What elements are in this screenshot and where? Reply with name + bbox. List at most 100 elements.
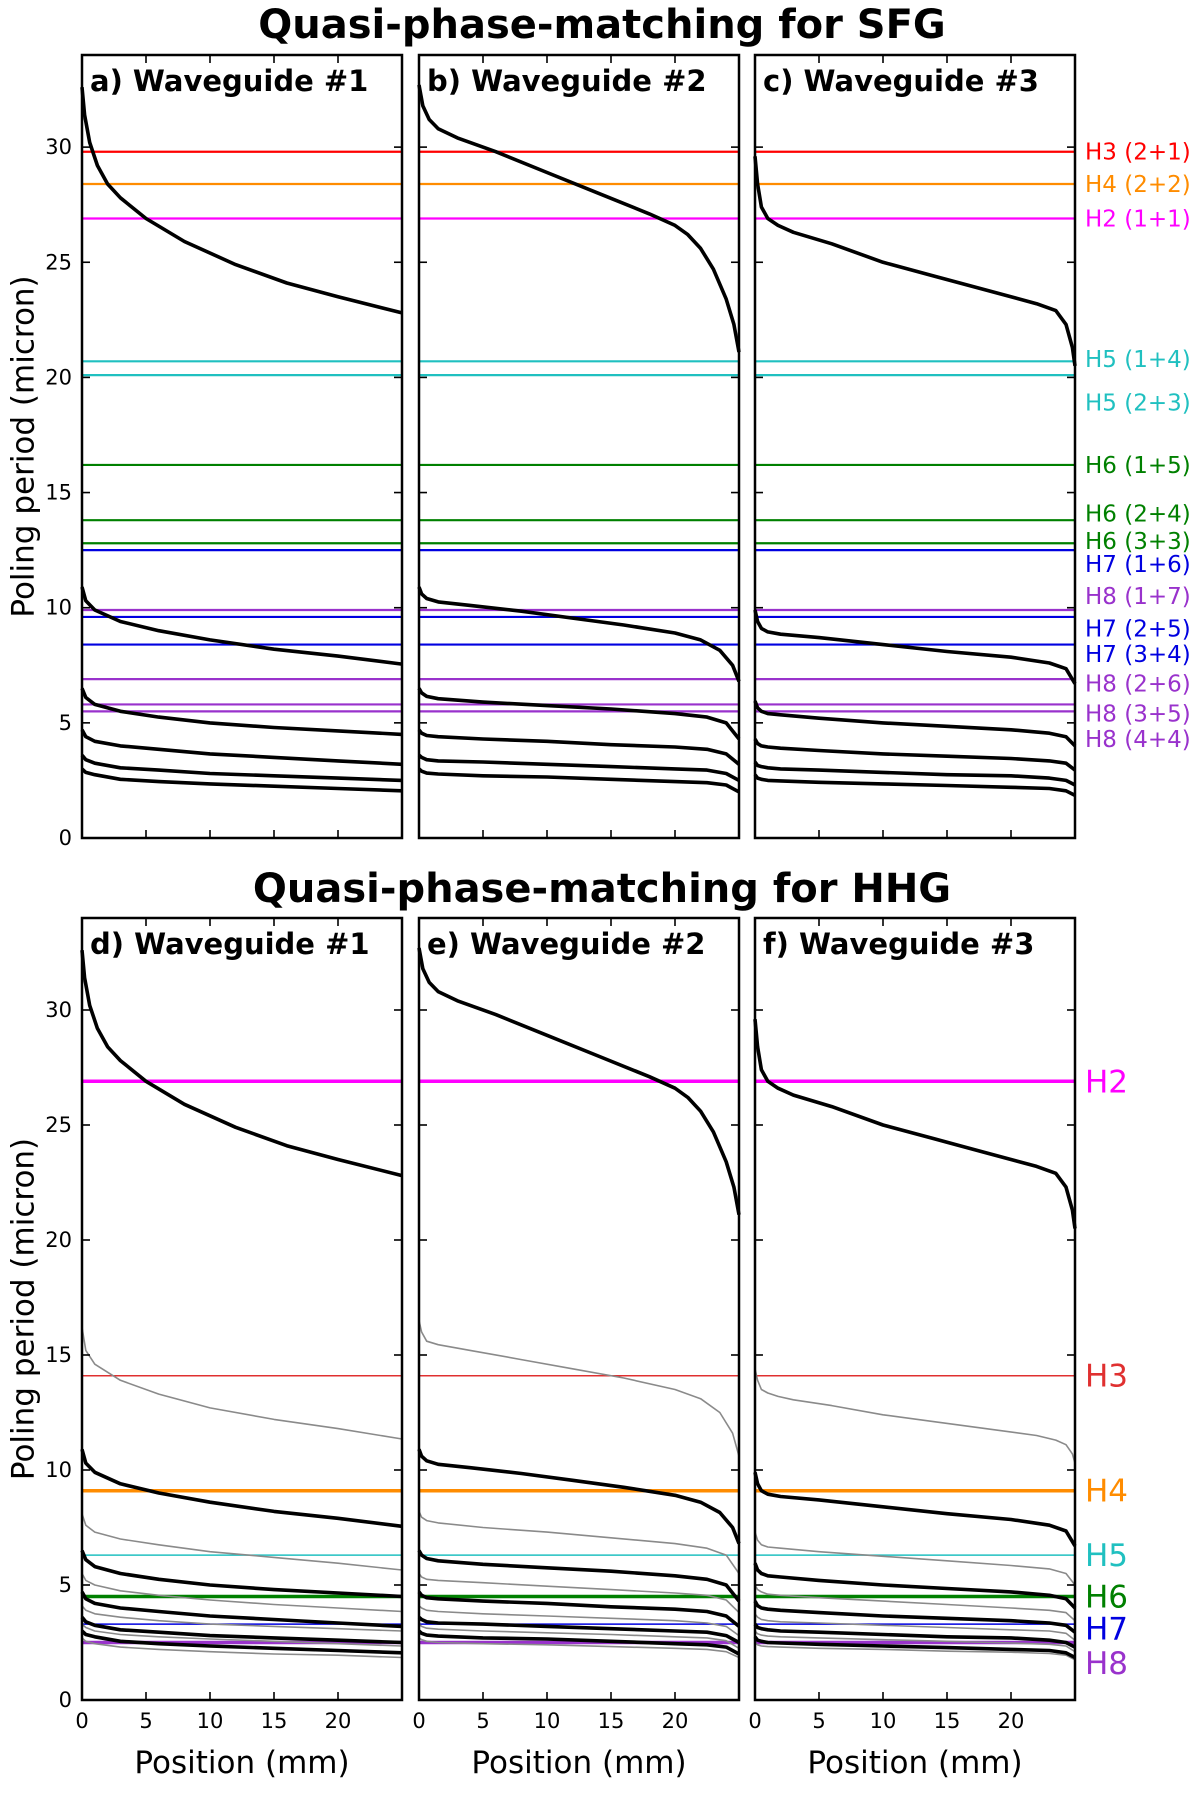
waveguide-mode-curve: [80, 687, 403, 737]
grey-mode-curve: [418, 1573, 740, 1614]
waveguide-mode-curve: [753, 156, 1077, 367]
hhg-legend-label: H4: [1085, 1474, 1128, 1510]
waveguide-mode-curve: [80, 586, 403, 666]
waveguide-mode-curve: [753, 700, 1077, 748]
waveguide-mode-curve: [753, 760, 1076, 787]
panel-frame: [80, 916, 404, 1702]
grey-mode-curve: [81, 1637, 403, 1659]
x-tick-label: 20: [998, 1709, 1025, 1733]
sfg-legend-label: H8 (1+7): [1085, 584, 1191, 610]
panel-label: b) Waveguide #2: [427, 64, 707, 98]
y-tick-label: 15: [45, 481, 72, 505]
hhg-legend-label: H8: [1085, 1646, 1128, 1682]
y-tick-label: 10: [45, 1458, 72, 1482]
x-axis-label: Position (mm): [807, 1745, 1022, 1781]
grey-mode-curve: [418, 1511, 740, 1574]
waveguide-mode-curve: [417, 84, 741, 353]
x-tick-label: 5: [476, 1709, 489, 1733]
panel-label: c) Waveguide #3: [763, 64, 1039, 98]
sfg-legend-label: H5 (2+3): [1085, 391, 1191, 417]
waveguide-mode-curve: [753, 773, 1076, 798]
waveguide-mode-curve: [80, 767, 403, 793]
grey-mode-curve: [754, 1368, 1076, 1464]
x-tick-label: 15: [934, 1709, 961, 1733]
waveguide-mode-curve: [80, 753, 403, 783]
x-tick-label: 20: [662, 1709, 689, 1733]
grey-mode-curve: [81, 1327, 403, 1440]
y-tick-label: 15: [45, 1343, 72, 1367]
waveguide-mode-curve: [80, 87, 403, 315]
grey-mode-curve: [418, 1320, 740, 1457]
y-tick-label: 5: [59, 711, 72, 735]
x-tick-label: 15: [261, 1709, 288, 1733]
panel-label: a) Waveguide #1: [90, 64, 368, 98]
grey-mode-curve: [754, 1613, 1076, 1641]
waveguide-mode-curve: [753, 738, 1077, 772]
x-tick-label: 0: [412, 1709, 425, 1733]
sfg-legend-label: H6 (1+5): [1085, 453, 1191, 479]
sfg-legend-label: H3 (2+1): [1085, 140, 1191, 166]
waveguide-mode-curve: [753, 1600, 1077, 1634]
sfg-legend-label: H8 (3+5): [1085, 702, 1191, 728]
panel-frame: [753, 53, 1077, 840]
sfg-legend-label: H2 (1+1): [1085, 207, 1191, 233]
grey-mode-curve: [754, 1630, 1076, 1653]
panel-frame: [417, 916, 741, 1702]
grey-mode-curve: [81, 1623, 403, 1647]
sfg-legend-label: H7 (3+4): [1085, 642, 1191, 668]
legends: H3 (2+1) H4 (2+2) H2 (1+1) H5 (1+4) H5 (2+3)…: [1085, 140, 1191, 1682]
hhg-figure-title: Quasi-phase-matching for HHG: [253, 866, 951, 912]
waveguide-mode-curve: [80, 950, 403, 1178]
y-tick-label: 25: [45, 250, 72, 274]
x-tick-label: 10: [870, 1709, 897, 1733]
sfg-legend-label: H6 (3+3): [1085, 529, 1191, 555]
grey-mode-curve: [754, 1531, 1076, 1586]
sfg-figure-title: Quasi-phase-matching for SFG: [258, 2, 945, 48]
grey-mode-curve: [754, 1641, 1076, 1661]
y-tick-label: 20: [45, 365, 72, 389]
x-tick-label: 5: [139, 1709, 152, 1733]
sfg-legend-label: H8 (2+6): [1085, 672, 1191, 698]
panel-frame: [417, 53, 741, 840]
sfg-legend-label: H7 (2+5): [1085, 616, 1191, 642]
x-tick-label: 0: [748, 1709, 761, 1733]
waveguide-mode-curve: [753, 1635, 1076, 1660]
waveguide-mode-curve: [417, 1629, 740, 1656]
panel-label: e) Waveguide #2: [427, 927, 705, 961]
panel-frame: [753, 916, 1077, 1702]
grey-mode-curve: [81, 1573, 403, 1613]
y-tick-label: 20: [45, 1228, 72, 1252]
grey-mode-curve: [418, 1637, 740, 1659]
waveguide-mode-curve: [417, 753, 740, 782]
waveguide-mode-curve: [80, 1549, 403, 1599]
panel-1: b) Waveguide #2: [417, 53, 741, 840]
waveguide-mode-curve: [753, 1623, 1076, 1649]
panel-label: f) Waveguide #3: [763, 927, 1034, 961]
sfg-legend-label: H7 (1+6): [1085, 552, 1191, 578]
panel-2: c) Waveguide #3: [753, 53, 1077, 840]
y-tick-label: 5: [59, 1573, 72, 1597]
hhg-legend-label: H6: [1085, 1580, 1128, 1616]
sfg-legend-label: H5 (1+4): [1085, 347, 1191, 373]
sfg-legend-label: H6 (2+4): [1085, 501, 1191, 527]
waveguide-mode-curve: [417, 1615, 740, 1645]
waveguide-mode-curve: [80, 1448, 403, 1529]
x-tick-label: 0: [75, 1709, 88, 1733]
y-axis-label: Poling period (micron): [6, 275, 42, 617]
panel-label: d) Waveguide #1: [90, 927, 370, 961]
waveguide-mode-curve: [417, 586, 741, 683]
panel-4: e) Waveguide #2 0 5 10 15 20 Position (mm): [412, 916, 741, 1781]
y-axis-label: Poling period (micron): [6, 1138, 42, 1480]
sfg-legend-label: H4 (2+2): [1085, 172, 1191, 198]
waveguide-mode-curve: [753, 1562, 1077, 1610]
waveguide-mode-curve: [417, 687, 741, 741]
y-tick-label: 10: [45, 596, 72, 620]
x-tick-label: 10: [197, 1709, 224, 1733]
hhg-legend-label: H3: [1085, 1359, 1128, 1395]
waveguide-mode-curve: [417, 947, 741, 1216]
grey-mode-curve: [418, 1623, 740, 1649]
y-tick-label: 0: [59, 1688, 72, 1712]
panel-3: d) Waveguide #1 0 5 10 15 20 25 30 Poling period…: [6, 916, 404, 1781]
hhg-legend-label: H7: [1085, 1612, 1128, 1648]
x-axis-label: Position (mm): [134, 1745, 349, 1781]
